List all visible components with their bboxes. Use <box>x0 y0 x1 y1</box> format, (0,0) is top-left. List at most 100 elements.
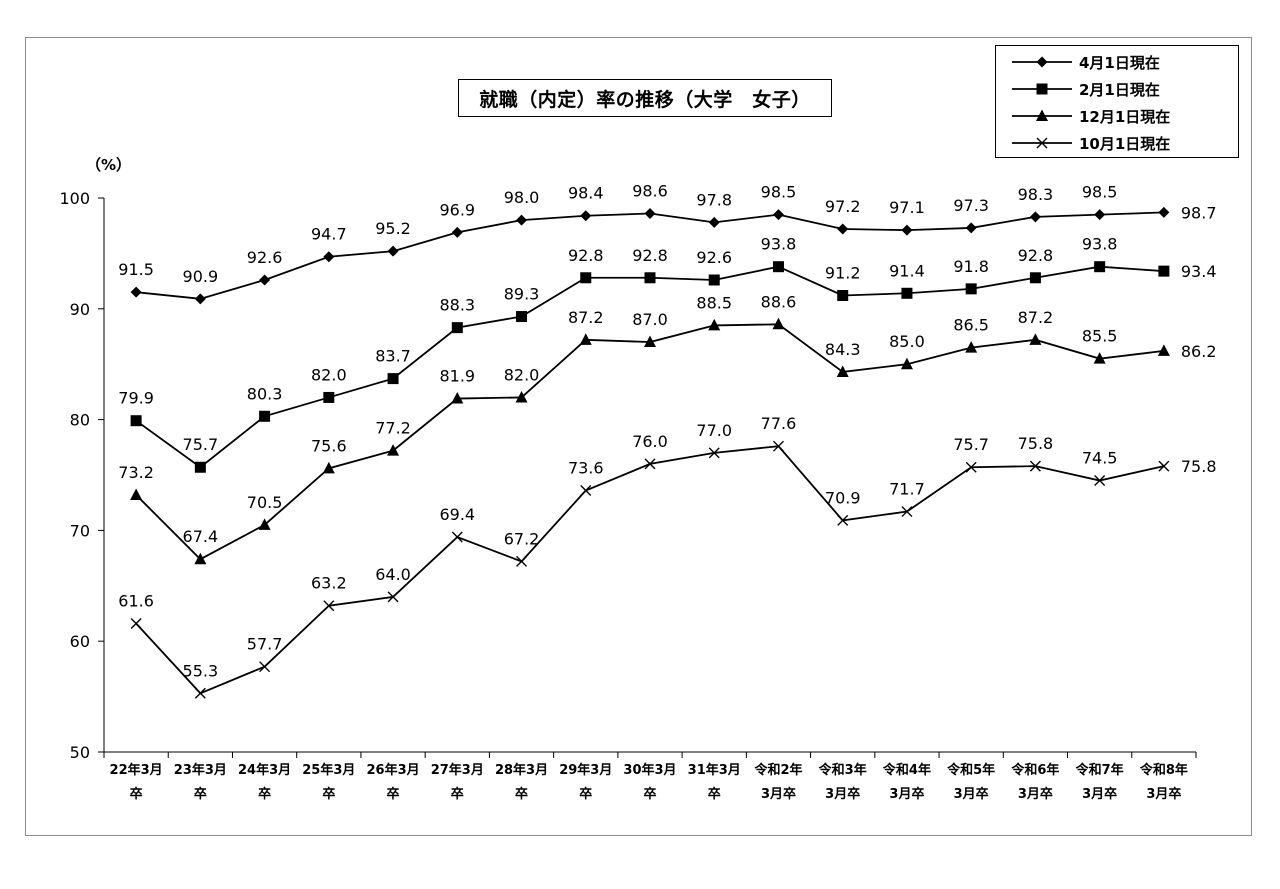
triangle-marker-point <box>194 552 207 565</box>
x-tick-label: 3月卒 <box>1018 786 1053 802</box>
data-label: 63.2 <box>311 574 347 593</box>
triangle-marker-point <box>451 392 464 404</box>
diamond-marker-point <box>516 214 528 226</box>
square-marker-point <box>772 261 784 273</box>
legend-square-marker-icon <box>1012 83 1072 95</box>
data-label: 97.3 <box>953 196 989 215</box>
square-marker-point <box>1158 265 1170 277</box>
y-tick-label: 70 <box>70 521 90 540</box>
data-label: 87.2 <box>568 308 604 327</box>
x-tick-label: 卒 <box>708 786 721 802</box>
data-label: 90.9 <box>183 267 219 286</box>
data-label: 82.0 <box>311 365 347 384</box>
square-marker-point <box>901 287 913 299</box>
x-marker-point <box>194 687 206 699</box>
data-label: 81.9 <box>439 367 475 386</box>
x-tick-label: 27年3月 <box>431 762 484 778</box>
data-label: 87.2 <box>1018 308 1054 327</box>
triangle-marker-point <box>322 461 335 474</box>
square-marker-point <box>1094 261 1106 273</box>
x-marker-stroke <box>1094 475 1106 487</box>
data-label: 74.5 <box>1082 449 1118 468</box>
x-tick-label: 3月卒 <box>825 786 860 802</box>
x-marker-stroke <box>323 600 335 612</box>
data-label: 73.2 <box>118 463 154 482</box>
x-tick-label: 卒 <box>322 786 335 802</box>
x-tick-label: 卒 <box>515 786 528 802</box>
square-marker-point <box>516 311 528 323</box>
data-label: 85.5 <box>1082 327 1118 346</box>
x-marker-point <box>965 461 977 473</box>
data-label: 88.6 <box>761 292 797 311</box>
x-tick-label: 卒 <box>258 786 271 802</box>
data-label: 91.5 <box>118 260 154 279</box>
x-tick-label: 22年3月 <box>110 762 163 778</box>
triangle-marker-icon <box>1036 109 1048 121</box>
data-label: 75.8 <box>1181 457 1217 476</box>
x-tick-label: 令和3年 <box>819 762 867 778</box>
diamond-marker-point <box>387 245 399 257</box>
legend-label: 4月1日現在 <box>1079 54 1160 72</box>
x-marker-point <box>901 506 913 518</box>
x-marker-point <box>323 600 335 612</box>
data-label: 73.6 <box>568 459 604 478</box>
chart-title: 就職（内定）率の推移（大学 女子） <box>458 79 832 117</box>
diamond-marker-point <box>901 224 913 236</box>
data-label: 92.8 <box>632 246 668 265</box>
x-tick-label: 3月卒 <box>954 786 989 802</box>
data-label: 89.3 <box>504 285 540 304</box>
data-label: 97.2 <box>825 197 861 216</box>
x-marker-point <box>772 440 784 452</box>
square-marker-point <box>451 322 463 334</box>
diamond-marker-point <box>259 274 271 286</box>
diamond-marker-point <box>130 286 142 298</box>
data-label: 94.7 <box>311 225 347 244</box>
triangle-marker-point <box>130 488 143 500</box>
data-label: 69.4 <box>439 505 475 524</box>
data-label: 91.4 <box>889 261 925 280</box>
legend-item-feb1: 2月1日現在 <box>996 76 1240 103</box>
data-label: 64.0 <box>375 565 411 584</box>
triangle-marker-point <box>965 341 978 353</box>
x-marker-point <box>837 514 849 526</box>
x-marker-point <box>708 447 720 459</box>
data-label: 70.5 <box>247 493 283 512</box>
data-label: 75.7 <box>953 435 989 454</box>
data-label: 93.8 <box>1082 235 1118 254</box>
x-tick-label: 28年3月 <box>495 762 548 778</box>
diamond-marker-point <box>1158 206 1170 218</box>
x-tick-label: 卒 <box>194 786 207 802</box>
diamond-marker-point <box>1029 211 1041 223</box>
y-axis-unit-label: （%） <box>86 156 132 174</box>
x-marker-stroke <box>259 661 271 673</box>
x-tick-label: 卒 <box>643 786 656 802</box>
data-label: 92.8 <box>1018 246 1054 265</box>
data-label: 57.7 <box>247 635 283 654</box>
data-label: 86.2 <box>1181 342 1217 361</box>
legend-label: 10月1日現在 <box>1079 135 1171 153</box>
data-label: 92.6 <box>696 248 732 267</box>
legend-item-apr1: 4月1日現在 <box>996 49 1240 76</box>
x-tick-label: 24年3月 <box>238 762 291 778</box>
square-marker-point <box>1029 272 1041 284</box>
series-line-4 <box>135 445 1165 695</box>
data-label: 97.8 <box>696 190 732 209</box>
x-marker-stroke <box>708 447 720 459</box>
x-tick-label: 25年3月 <box>302 762 355 778</box>
square-marker-icon <box>1036 83 1048 95</box>
x-tick-label: 令和5年 <box>947 762 995 778</box>
data-labels: 91.5 90.9 92.6 94.7 95.2 96.9 98.0 98.4 98.6 97.8… <box>118 182 1216 681</box>
y-tick-label: 50 <box>70 743 90 762</box>
data-label: 98.5 <box>761 183 797 202</box>
x-tick-label: 卒 <box>451 786 464 802</box>
data-label: 96.9 <box>439 200 475 219</box>
x-tick-label: 令和4年 <box>883 762 931 778</box>
data-label: 55.3 <box>183 661 219 680</box>
series-layer <box>130 206 1170 699</box>
data-label: 97.1 <box>889 198 925 217</box>
x-tick-label: 3月卒 <box>1146 786 1181 802</box>
diamond-marker-point <box>1094 209 1106 221</box>
diamond-marker-point <box>644 208 656 220</box>
triangle-marker-point <box>644 335 656 348</box>
